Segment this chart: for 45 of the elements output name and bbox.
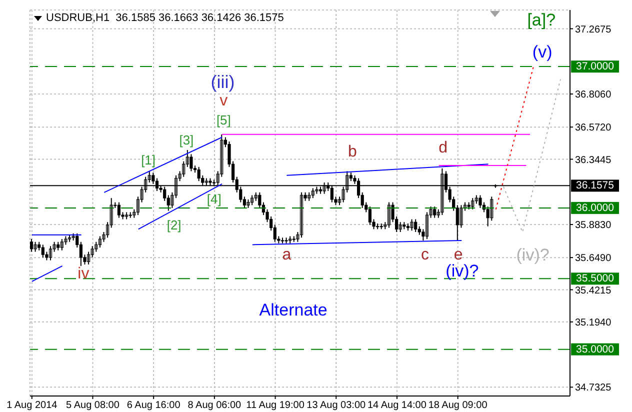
chart-title: USDRUB,H1 36.1585 36.1663 36.1426 36.1575 xyxy=(46,12,284,24)
x-tick-label: 1 Aug 2014 xyxy=(6,400,58,412)
y-tick-label: 34.7325 xyxy=(575,382,612,394)
annotation: [a]? xyxy=(527,10,556,30)
y-tick-label: 35.6490 xyxy=(575,253,612,264)
annotation: (v) xyxy=(532,42,552,62)
ref-line-label: 35.0000 xyxy=(576,343,614,356)
annotation: [1] xyxy=(141,152,156,168)
candlestick xyxy=(280,237,284,244)
annotation: [3] xyxy=(179,132,194,148)
y-tick-label: 37.2675 xyxy=(575,24,612,36)
x-tick-label: 6 Aug 16:00 xyxy=(126,400,181,412)
annotation: a xyxy=(282,246,292,264)
annotation: v xyxy=(220,92,228,110)
ref-line-label: 37.0000 xyxy=(576,60,614,73)
x-tick-label: 14 Aug 14:00 xyxy=(367,400,427,412)
annotation: (iv)? xyxy=(446,262,479,280)
y-tick-label: 35.1940 xyxy=(575,317,612,328)
annotation: e xyxy=(454,246,463,264)
x-tick-label: 18 Aug 09:00 xyxy=(428,400,488,412)
y-tick-label: 35.4215 xyxy=(575,285,612,296)
y-tick-label: 36.3445 xyxy=(575,154,612,166)
annotation: [2] xyxy=(166,218,182,232)
annotation: d xyxy=(438,140,448,156)
annotation: (iii) xyxy=(210,72,235,92)
x-tick-label: 8 Aug 06:00 xyxy=(188,400,242,412)
annotation: [4] xyxy=(206,192,222,206)
candlestick xyxy=(128,212,132,218)
x-tick-label: 5 Aug 08:00 xyxy=(66,400,120,412)
ref-line-label: 36.0000 xyxy=(576,202,614,214)
y-tick-label: 36.5720 xyxy=(575,122,612,134)
y-tick-label: 35.8830 xyxy=(575,220,612,232)
y-tick-label: 36.8060 xyxy=(575,90,612,101)
x-tick-label: 11 Aug 19:00 xyxy=(246,400,305,412)
x-tick-label: 13 Aug 03:00 xyxy=(306,400,366,412)
candlestick xyxy=(292,236,296,242)
annotation: Alternate xyxy=(259,300,328,320)
annotation: iv xyxy=(78,266,90,282)
ref-line-label: 35.5000 xyxy=(576,272,614,285)
annotation: (iv)? xyxy=(516,246,550,264)
candlestick xyxy=(284,237,288,244)
annotation: [5] xyxy=(216,112,231,128)
annotation: c xyxy=(420,246,429,264)
ref-line-label: 36.1575 xyxy=(576,180,614,192)
annotation: b xyxy=(348,144,358,160)
